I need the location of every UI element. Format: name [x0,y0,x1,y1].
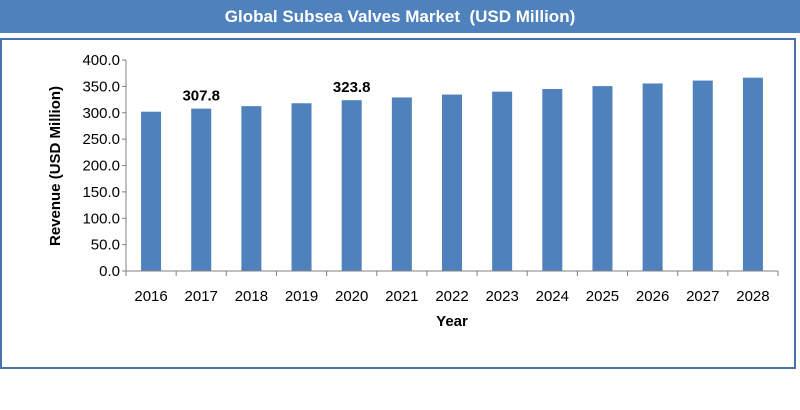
x-tick-label: 2021 [385,288,418,305]
x-tick-label: 2018 [235,288,268,305]
y-tick-label: 350.0 [82,78,120,95]
bar-2018 [241,106,262,271]
x-tick-label: 2028 [736,288,769,305]
y-tick-label: 50.0 [91,237,120,254]
y-tick-label: 0.0 [99,263,120,280]
x-tick-label: 2019 [285,288,318,305]
data-label-2017: 307.8 [182,88,220,105]
x-tick-label: 2016 [134,288,167,305]
y-axis-title: Revenue (USD Million) [47,86,64,246]
bar-2016 [141,111,162,271]
y-tick-label: 200.0 [82,158,120,175]
bar-2028 [742,77,763,271]
x-ticks-group: 2016 2017 2018 2019 2020 2021 2022 2023 2024 2025… [125,271,779,305]
x-axis-title: Year [436,313,468,330]
bar-2019 [291,103,312,271]
bar-2026 [642,83,663,271]
bar-2022 [442,94,462,272]
x-tick-label: 2026 [636,288,669,305]
x-tick-label: 2024 [536,288,569,305]
x-tick-label: 2027 [686,288,719,305]
bar-2017 [191,108,212,271]
y-tick-label: 400.0 [82,52,120,69]
bar-2023 [492,91,513,272]
y-tick-label: 150.0 [82,184,120,201]
bar-2027 [692,80,713,271]
bar-2025 [592,86,613,271]
x-tick-label: 2020 [335,288,368,305]
y-tick-label: 100.0 [82,210,120,227]
y-ticks-group: 0.0 50.0 100.0 150.0 200.0 250.0 300.0 350.0 400… [82,52,126,280]
bars-group [141,77,763,272]
chart-frame [0,38,796,369]
data-label-2020: 323.8 [333,79,371,96]
x-tick-label: 2025 [586,288,619,305]
x-tick-label: 2023 [485,288,518,305]
bar-2021 [391,97,412,271]
x-tick-label: 2022 [435,288,468,305]
x-tick-label: 2017 [185,288,218,305]
bar-2020 [341,100,362,272]
bar-2024 [542,89,563,271]
chart-title: Global Subsea Valves Market (USD Million… [0,0,800,33]
y-tick-label: 250.0 [82,131,120,148]
data-labels-group: 307.8 323.8 [182,79,370,104]
y-tick-label: 300.0 [82,105,120,122]
